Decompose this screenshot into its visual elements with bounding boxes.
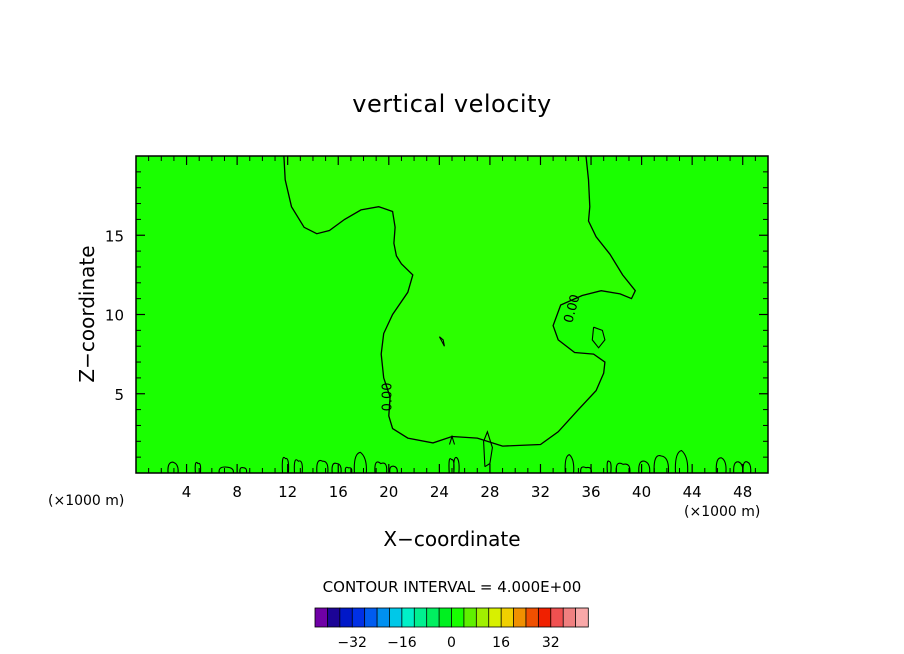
colorbar-swatch bbox=[550, 607, 564, 628]
x-tick-label: 16 bbox=[329, 483, 348, 501]
colorbar-tick-labels: −32 −16 0 16 32 bbox=[337, 635, 559, 651]
contour-label: 0.00 bbox=[562, 293, 584, 325]
colorbar-tick-label: −32 bbox=[337, 635, 367, 651]
contour-labels: 0.00 0.00 bbox=[380, 293, 583, 412]
contour-interval-text: CONTOUR INTERVAL = 4.000E+00 bbox=[323, 578, 582, 596]
colorbar-tick-label: 32 bbox=[542, 635, 560, 651]
colorbar-swatch bbox=[575, 607, 589, 628]
small-contour bbox=[483, 430, 493, 468]
plot-area: 0.00 0.00 bbox=[135, 155, 769, 474]
colorbar-swatch bbox=[463, 607, 478, 628]
small-contours bbox=[438, 326, 606, 468]
colorbar-swatch bbox=[451, 607, 465, 628]
colorbar-swatch bbox=[438, 607, 453, 628]
colorbar-swatch bbox=[537, 607, 552, 628]
x-tick-label: 48 bbox=[733, 483, 752, 501]
x-tick-label: 40 bbox=[632, 483, 651, 501]
x-tick-label: 20 bbox=[379, 483, 398, 501]
x-unit-label-right: (×1000 m) bbox=[684, 504, 760, 520]
colorbar-swatch bbox=[314, 607, 329, 628]
small-contour bbox=[591, 326, 606, 349]
y-tick-labels: 5 10 15 bbox=[105, 227, 124, 404]
colorbar-swatch bbox=[513, 607, 527, 628]
x-tick-label: 12 bbox=[278, 483, 297, 501]
colorbar bbox=[314, 607, 589, 628]
x-axis-label: X−coordinate bbox=[383, 527, 520, 551]
colorbar-swatch bbox=[351, 607, 366, 628]
x-tick-label: 36 bbox=[581, 483, 600, 501]
x-tick-label: 4 bbox=[182, 483, 192, 501]
chart-title: vertical velocity bbox=[352, 90, 551, 118]
x-tick-labels: 4 8 12 16 20 24 28 32 36 40 44 48 bbox=[182, 483, 752, 501]
colorbar-swatch bbox=[500, 607, 515, 628]
colorbar-tick-label: −16 bbox=[387, 635, 417, 651]
colorbar-swatch bbox=[401, 607, 415, 628]
x-tick-label: 32 bbox=[531, 483, 550, 501]
x-tick-label: 44 bbox=[683, 483, 702, 501]
x-tick-label: 8 bbox=[232, 483, 242, 501]
tick-marks bbox=[136, 156, 768, 473]
contour-label: 0.00 bbox=[380, 382, 395, 411]
colorbar-swatch bbox=[426, 607, 440, 628]
x-tick-label: 28 bbox=[480, 483, 499, 501]
y-tick-label: 10 bbox=[105, 307, 124, 325]
colorbar-swatch bbox=[389, 607, 403, 628]
small-contour bbox=[448, 434, 456, 445]
colorbar-swatch bbox=[364, 607, 378, 628]
colorbar-swatch bbox=[376, 607, 391, 628]
colorbar-tick-label: 0 bbox=[447, 635, 456, 651]
colorbar-swatch bbox=[475, 607, 490, 628]
colorbar-swatch bbox=[488, 607, 502, 628]
colorbar-swatch bbox=[339, 607, 353, 628]
colorbar-swatch bbox=[525, 607, 540, 628]
colorbar-swatch bbox=[562, 607, 577, 628]
x-unit-label-left: (×1000 m) bbox=[48, 493, 124, 509]
colorbar-swatch bbox=[327, 607, 341, 628]
colorbar-tick-label: 16 bbox=[492, 635, 510, 651]
y-tick-label: 15 bbox=[105, 227, 124, 245]
plume-fill bbox=[283, 156, 636, 447]
y-tick-label: 5 bbox=[114, 386, 124, 404]
y-axis-label: Z−coordinate bbox=[75, 245, 99, 382]
x-tick-label: 24 bbox=[430, 483, 449, 501]
colorbar-swatch bbox=[413, 607, 428, 628]
bottom-noise-contours bbox=[167, 449, 752, 474]
small-contour bbox=[438, 336, 445, 347]
